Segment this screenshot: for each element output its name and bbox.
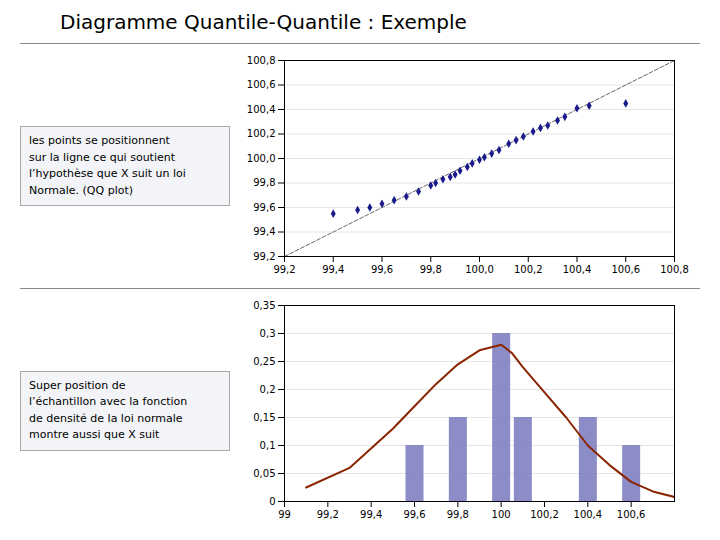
svg-text:99,6: 99,6 [403,508,425,519]
svg-text:100,6: 100,6 [617,508,646,519]
svg-text:99,4: 99,4 [322,264,344,275]
svg-text:99,2: 99,2 [253,251,275,262]
svg-text:0,05: 0,05 [253,467,275,478]
svg-text:100,2: 100,2 [530,508,559,519]
svg-text:100,2: 100,2 [247,128,276,139]
html-text:les points se positionnent sur: les points se positionnent sur la ligne … [29,134,186,197]
svg-text:100,0: 100,0 [465,264,494,275]
svg-text:99,8: 99,8 [253,177,275,188]
html-text:Diagramme Quantile-Quantile :: Diagramme Quantile-Quantile : Exemple [60,10,467,34]
svg-text:99,4: 99,4 [360,508,382,519]
svg-text:100,8: 100,8 [247,55,276,66]
svg-text:0,15: 0,15 [253,411,275,422]
svg-text:99,2: 99,2 [317,508,339,519]
svg-text:100,4: 100,4 [247,104,276,115]
svg-text:99,6: 99,6 [253,202,275,213]
svg-text:0,1: 0,1 [260,439,276,450]
svg-text:0,2: 0,2 [260,383,276,394]
svg-text:100,6: 100,6 [611,264,640,275]
svg-text:100,2: 100,2 [514,264,543,275]
svg-text:0,25: 0,25 [253,355,275,366]
svg-text:99,8: 99,8 [420,264,442,275]
svg-text:0,35: 0,35 [253,299,275,310]
svg-text:100: 100 [492,508,511,519]
svg-text:100,8: 100,8 [660,264,689,275]
svg-text:0: 0 [269,495,275,506]
svg-text:100,4: 100,4 [574,508,603,519]
svg-text:99: 99 [278,508,291,519]
svg-text:99,4: 99,4 [253,226,275,237]
svg-text:100,6: 100,6 [247,79,276,90]
svg-text:99,2: 99,2 [273,264,295,275]
svg-text:100,0: 100,0 [247,153,276,164]
svg-text:99,6: 99,6 [371,264,393,275]
svg-text:100,4: 100,4 [563,264,592,275]
html-text:Super position de l’échantillo: Super position de l’échantillon avec la … [29,378,188,441]
svg-text:0,3: 0,3 [260,327,276,338]
svg-text:99,8: 99,8 [447,508,469,519]
